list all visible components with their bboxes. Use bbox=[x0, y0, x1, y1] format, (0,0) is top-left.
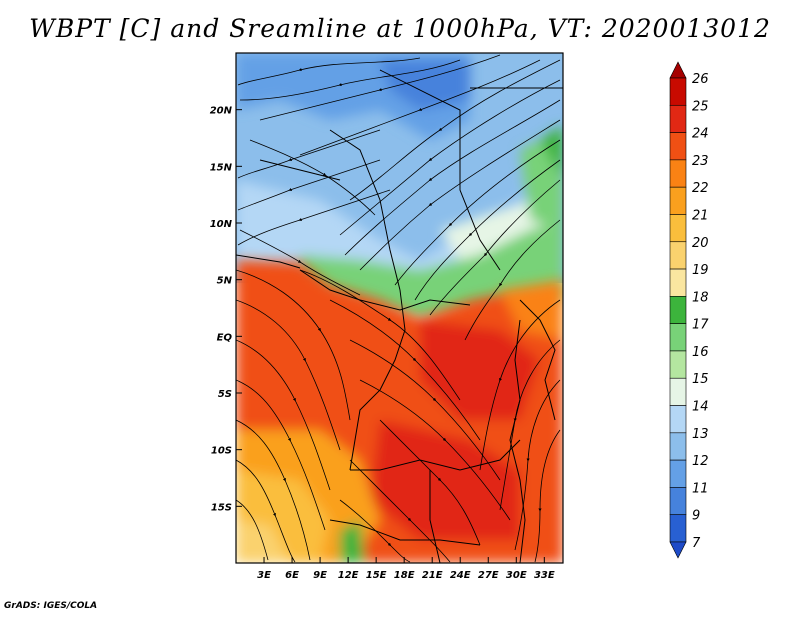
colorbar-label: 25 bbox=[692, 99, 709, 114]
colorbar-label: 16 bbox=[692, 345, 709, 360]
colorbar-label: 7 bbox=[692, 536, 701, 551]
colorbar-segments bbox=[669, 61, 687, 559]
lat-tick-label: 5N bbox=[217, 276, 233, 287]
lon-tick-label: 21E bbox=[422, 570, 443, 581]
colorbar-segment bbox=[669, 104, 687, 133]
colorbar-label: 24 bbox=[692, 127, 709, 142]
colorbar-label: 11 bbox=[692, 481, 709, 496]
lon-tick-label: 6E bbox=[285, 570, 299, 581]
lon-tick-label: 12E bbox=[338, 570, 359, 581]
lon-tick-label: 9E bbox=[313, 570, 327, 581]
lat-tick-label: 15S bbox=[211, 502, 232, 513]
colorbar-segment bbox=[669, 132, 687, 161]
lon-tick-label: 27E bbox=[478, 570, 499, 581]
colorbar-segment bbox=[669, 214, 687, 243]
field-warm-northeast bbox=[500, 280, 563, 340]
colorbar-label: 15 bbox=[692, 372, 709, 387]
map-frame bbox=[235, 52, 564, 564]
colorbar-label: 19 bbox=[692, 263, 709, 278]
lon-tick-label: 24E bbox=[450, 570, 471, 581]
colorbar-segment bbox=[669, 432, 687, 461]
colorbar-label: 13 bbox=[692, 427, 709, 442]
plot-title: WBPT [C] and Sreamline at 1000hPa, VT: 2… bbox=[29, 14, 771, 43]
field-patch-green-dark bbox=[540, 125, 563, 180]
lon-tick-label: 15E bbox=[366, 570, 387, 581]
colorbar-segment bbox=[669, 350, 687, 379]
streamlines bbox=[236, 54, 561, 563]
colorbar-label: 26 bbox=[692, 72, 709, 87]
colorbar-segment bbox=[669, 241, 687, 270]
latitude-axis: 20N 15N 10N 5N EQ 5S 10S 15S bbox=[210, 106, 242, 513]
colorbar-segment bbox=[669, 268, 687, 297]
credit-label: GrADS: IGES/COLA bbox=[4, 601, 98, 611]
lat-tick-label: EQ bbox=[217, 332, 233, 343]
colorbar-segment bbox=[669, 77, 687, 106]
colorbar-segment bbox=[669, 61, 687, 79]
colorbar-segment bbox=[669, 487, 687, 516]
colorbar-label: 22 bbox=[692, 181, 709, 196]
lat-tick-label: 20N bbox=[210, 106, 233, 117]
field-green-southpatch bbox=[340, 520, 365, 563]
field-warm-corner bbox=[236, 520, 290, 563]
colorbar-segment bbox=[669, 377, 687, 406]
colorbar-label: 23 bbox=[692, 154, 709, 169]
colorbar-segment bbox=[669, 323, 687, 352]
longitude-axis: 3E 6E 9E 12E 15E 18E 21E 24E 27E 30E 33E bbox=[257, 557, 555, 581]
lon-tick-label: 33E bbox=[534, 570, 555, 581]
field-warm-core-south bbox=[370, 420, 520, 540]
field-warm-core-east bbox=[420, 320, 540, 420]
colorbar-label: 18 bbox=[692, 290, 709, 305]
lon-tick-label: 3E bbox=[257, 570, 271, 581]
colorbar-segment bbox=[669, 514, 687, 543]
lon-tick-label: 30E bbox=[506, 570, 527, 581]
lon-tick-label: 18E bbox=[394, 570, 415, 581]
colorbar-label: 21 bbox=[692, 208, 709, 223]
colorbar-label: 17 bbox=[692, 318, 709, 333]
colorbar-label: 12 bbox=[692, 454, 709, 469]
colorbar-segment bbox=[669, 405, 687, 434]
country-borders bbox=[236, 69, 563, 563]
lat-tick-label: 15N bbox=[210, 162, 233, 173]
colorbar-labels: 26 25 24 23 22 21 20 19 18 17 16 15 14 13 12 11 9 7 bbox=[692, 72, 709, 551]
colorbar-label: 14 bbox=[692, 400, 709, 415]
colorbar-label: 20 bbox=[692, 236, 709, 251]
lat-tick-label: 5S bbox=[218, 389, 232, 400]
lat-tick-label: 10N bbox=[210, 219, 233, 230]
wbpt-field bbox=[236, 53, 563, 563]
colorbar-segment bbox=[669, 296, 687, 324]
lat-tick-label: 10S bbox=[211, 446, 232, 457]
colorbar-segment bbox=[669, 186, 687, 215]
colorbar-segment bbox=[669, 159, 687, 188]
colorbar-segment bbox=[669, 541, 687, 559]
colorbar-segment bbox=[669, 459, 687, 488]
colorbar-label: 9 bbox=[692, 509, 700, 524]
